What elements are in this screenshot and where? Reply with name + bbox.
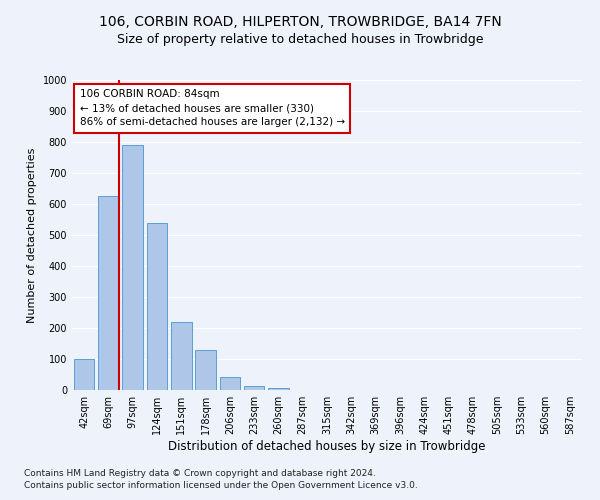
Bar <box>146 222 167 390</box>
Text: Size of property relative to detached houses in Trowbridge: Size of property relative to detached ho… <box>117 32 483 46</box>
Text: 106 CORBIN ROAD: 84sqm
← 13% of detached houses are smaller (330)
86% of semi-de: 106 CORBIN ROAD: 84sqm ← 13% of detached… <box>80 90 345 128</box>
Text: Contains public sector information licensed under the Open Government Licence v3: Contains public sector information licen… <box>24 481 418 490</box>
Bar <box>122 145 143 390</box>
Bar <box>268 388 289 390</box>
Bar <box>74 359 94 390</box>
Bar <box>220 377 240 390</box>
Bar <box>171 322 191 390</box>
Text: 106, CORBIN ROAD, HILPERTON, TROWBRIDGE, BA14 7FN: 106, CORBIN ROAD, HILPERTON, TROWBRIDGE,… <box>98 15 502 29</box>
Bar <box>244 386 265 390</box>
X-axis label: Distribution of detached houses by size in Trowbridge: Distribution of detached houses by size … <box>168 440 486 453</box>
Text: Contains HM Land Registry data © Crown copyright and database right 2024.: Contains HM Land Registry data © Crown c… <box>24 468 376 477</box>
Y-axis label: Number of detached properties: Number of detached properties <box>27 148 37 322</box>
Bar <box>195 350 216 390</box>
Bar <box>98 196 119 390</box>
